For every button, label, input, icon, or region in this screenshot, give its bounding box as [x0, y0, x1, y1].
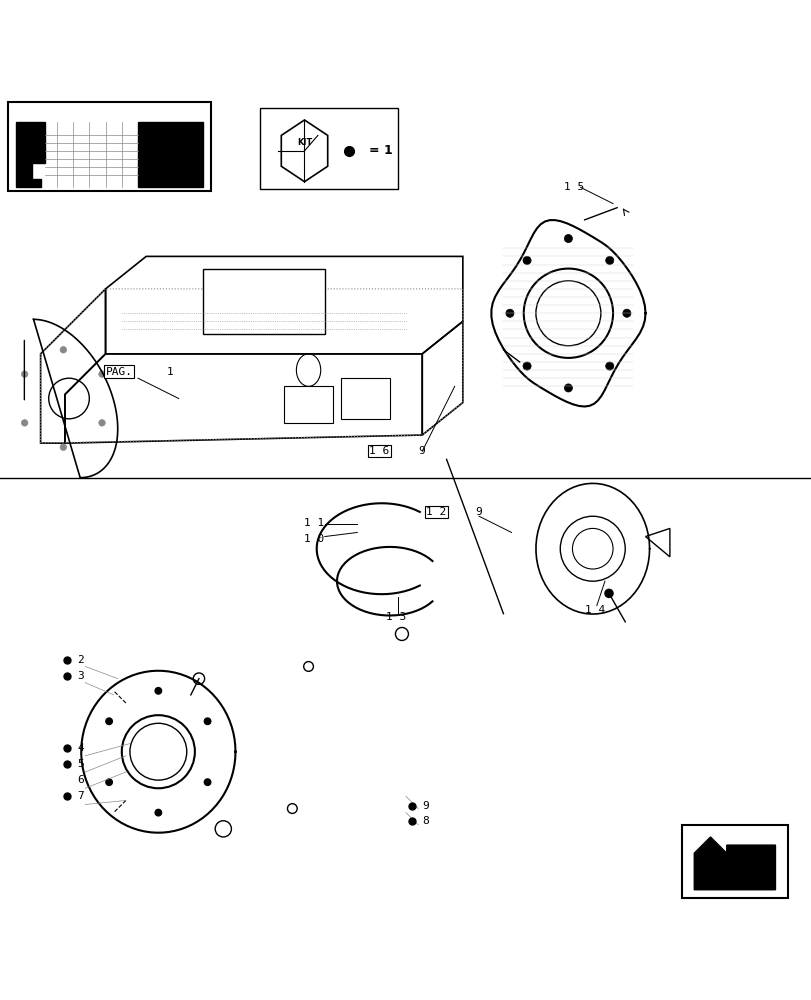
Circle shape — [155, 809, 161, 816]
Bar — [681, 825, 787, 898]
Bar — [341, 378, 389, 419]
Text: 1 4: 1 4 — [584, 605, 604, 615]
Text: 1: 1 — [166, 367, 173, 377]
Circle shape — [105, 779, 112, 785]
Bar — [203, 269, 324, 334]
Text: 3: 3 — [77, 671, 84, 681]
Circle shape — [105, 718, 112, 725]
Bar — [260, 108, 397, 189]
Circle shape — [604, 589, 612, 597]
Text: 1 0: 1 0 — [304, 534, 324, 544]
Circle shape — [505, 309, 513, 317]
Text: 9: 9 — [422, 801, 428, 811]
Text: 4: 4 — [77, 743, 84, 753]
Text: 9: 9 — [474, 507, 481, 517]
Circle shape — [605, 362, 613, 370]
Text: = 1: = 1 — [369, 144, 393, 157]
Polygon shape — [138, 122, 203, 187]
Circle shape — [622, 309, 630, 317]
Text: 9: 9 — [418, 446, 424, 456]
Circle shape — [564, 384, 572, 392]
Bar — [8, 102, 211, 191]
Circle shape — [522, 256, 530, 264]
Text: 1 1: 1 1 — [304, 518, 324, 528]
Polygon shape — [16, 122, 45, 187]
Circle shape — [605, 256, 613, 264]
Text: 1 3: 1 3 — [385, 612, 406, 622]
Text: 8: 8 — [422, 816, 428, 826]
Circle shape — [155, 688, 161, 694]
Text: 1 2: 1 2 — [426, 507, 446, 517]
Text: PAG.: PAG. — [105, 367, 132, 377]
Text: 1 6: 1 6 — [369, 446, 389, 456]
Circle shape — [21, 420, 28, 426]
Circle shape — [60, 444, 67, 450]
Polygon shape — [693, 837, 775, 890]
Circle shape — [204, 718, 211, 725]
Text: 2: 2 — [77, 655, 84, 665]
Text: KIT: KIT — [297, 138, 311, 147]
Text: 5: 5 — [77, 759, 84, 769]
Circle shape — [60, 347, 67, 353]
Text: 1 5: 1 5 — [564, 182, 584, 192]
Circle shape — [522, 362, 530, 370]
Text: 7: 7 — [77, 791, 84, 801]
Bar — [284, 386, 333, 423]
Circle shape — [21, 371, 28, 377]
Circle shape — [99, 420, 105, 426]
Circle shape — [564, 234, 572, 243]
Circle shape — [99, 371, 105, 377]
Text: 6: 6 — [77, 775, 84, 785]
Circle shape — [204, 779, 211, 785]
